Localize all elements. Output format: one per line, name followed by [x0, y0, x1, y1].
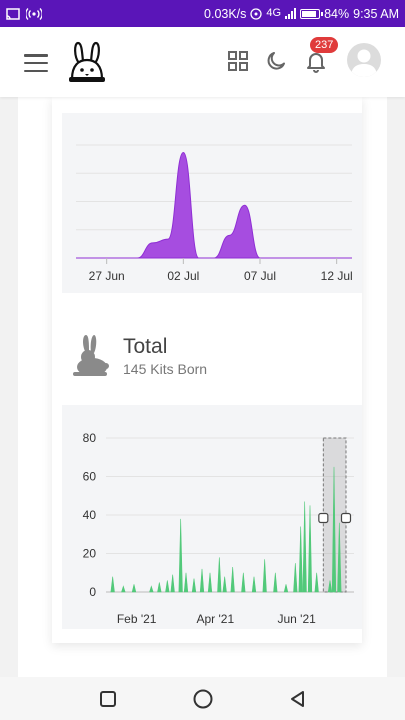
home-icon[interactable] [191, 687, 215, 711]
data-spike [217, 557, 222, 593]
data-spike [131, 584, 137, 593]
system-nav-bar [0, 677, 405, 720]
data-spike [251, 576, 257, 593]
data-spike [293, 563, 298, 593]
status-bar: 0.03K/s 4G 84% 9:35 AM [0, 0, 405, 27]
rabbit-icon [73, 335, 109, 376]
data-spike [199, 568, 205, 593]
y-tick-label: 40 [83, 508, 97, 522]
data-spike [331, 466, 337, 593]
moon-icon[interactable] [264, 49, 288, 73]
total-subtitle: 145 Kits Born [123, 361, 208, 377]
rabbit-logo[interactable] [66, 39, 108, 85]
y-tick-label: 60 [83, 470, 97, 484]
data-spike [262, 559, 267, 593]
recent-apps-icon[interactable] [96, 687, 120, 711]
cast-icon [6, 7, 20, 20]
area-series [76, 152, 352, 259]
data-spike [307, 505, 313, 593]
data-spike [157, 582, 162, 593]
x-tick-label: Feb '21 [117, 612, 157, 626]
data-spike [314, 572, 319, 593]
data-spike [191, 578, 197, 593]
data-spike [298, 526, 303, 593]
signal-icon [285, 8, 297, 19]
hamburger-menu-icon[interactable] [24, 54, 48, 72]
bell-icon[interactable] [304, 49, 328, 73]
avatar[interactable] [347, 43, 381, 77]
data-spike [283, 584, 289, 593]
data-spike [110, 576, 115, 593]
area-chart-recent: 27 Jun 02 Jul 07 Jul 12 Jul [76, 144, 353, 283]
x-tick-label: 12 Jul [321, 269, 353, 283]
data-spike [183, 572, 189, 593]
selection-handle[interactable] [340, 512, 352, 524]
data-spike [222, 576, 227, 593]
back-icon[interactable] [286, 687, 310, 711]
data-spike [337, 522, 342, 593]
data-spike [302, 501, 307, 593]
area-chart-total: 80 60 40 20 0 Feb '21 Apr '21 Jun '21 [83, 431, 354, 626]
hotspot-icon [26, 7, 42, 20]
data-spike [273, 572, 278, 593]
clock: 9:35 AM [353, 6, 399, 21]
grid-icon[interactable] [226, 49, 250, 73]
data-spike [170, 574, 175, 593]
births-chart-recent: 27 Jun 02 Jul 07 Jul 12 Jul [62, 113, 362, 293]
x-tick-label: 07 Jul [244, 269, 276, 283]
battery-icon [300, 8, 324, 19]
data-spike [207, 572, 213, 593]
data-spike [241, 572, 246, 593]
wifi-hotspot-icon [250, 7, 263, 20]
network-speed: 0.03K/s [204, 6, 247, 21]
data-spike [230, 566, 235, 593]
network-type: 4G [266, 7, 282, 19]
x-tick-label: Apr '21 [197, 612, 235, 626]
selection-handle[interactable] [318, 512, 329, 524]
data-spike [178, 518, 183, 593]
x-tick-label: 27 Jun [89, 269, 125, 283]
x-tick-label: 02 Jul [167, 269, 199, 283]
app-header: 237 [0, 27, 405, 97]
y-tick-label: 80 [83, 431, 97, 445]
notification-badge: 237 [310, 37, 339, 54]
data-spike [327, 580, 333, 593]
births-chart-total: 80 60 40 20 0 Feb '21 Apr '21 Jun '21 [62, 405, 362, 629]
data-spike [165, 580, 170, 593]
battery-percent: 84% [324, 6, 350, 21]
y-tick-label: 0 [89, 585, 96, 599]
data-spike [121, 585, 126, 593]
data-spike [149, 585, 154, 593]
user-icon [351, 49, 377, 77]
x-tick-label: Jun '21 [278, 612, 317, 626]
total-title: Total [123, 335, 168, 358]
y-tick-label: 20 [83, 547, 97, 561]
